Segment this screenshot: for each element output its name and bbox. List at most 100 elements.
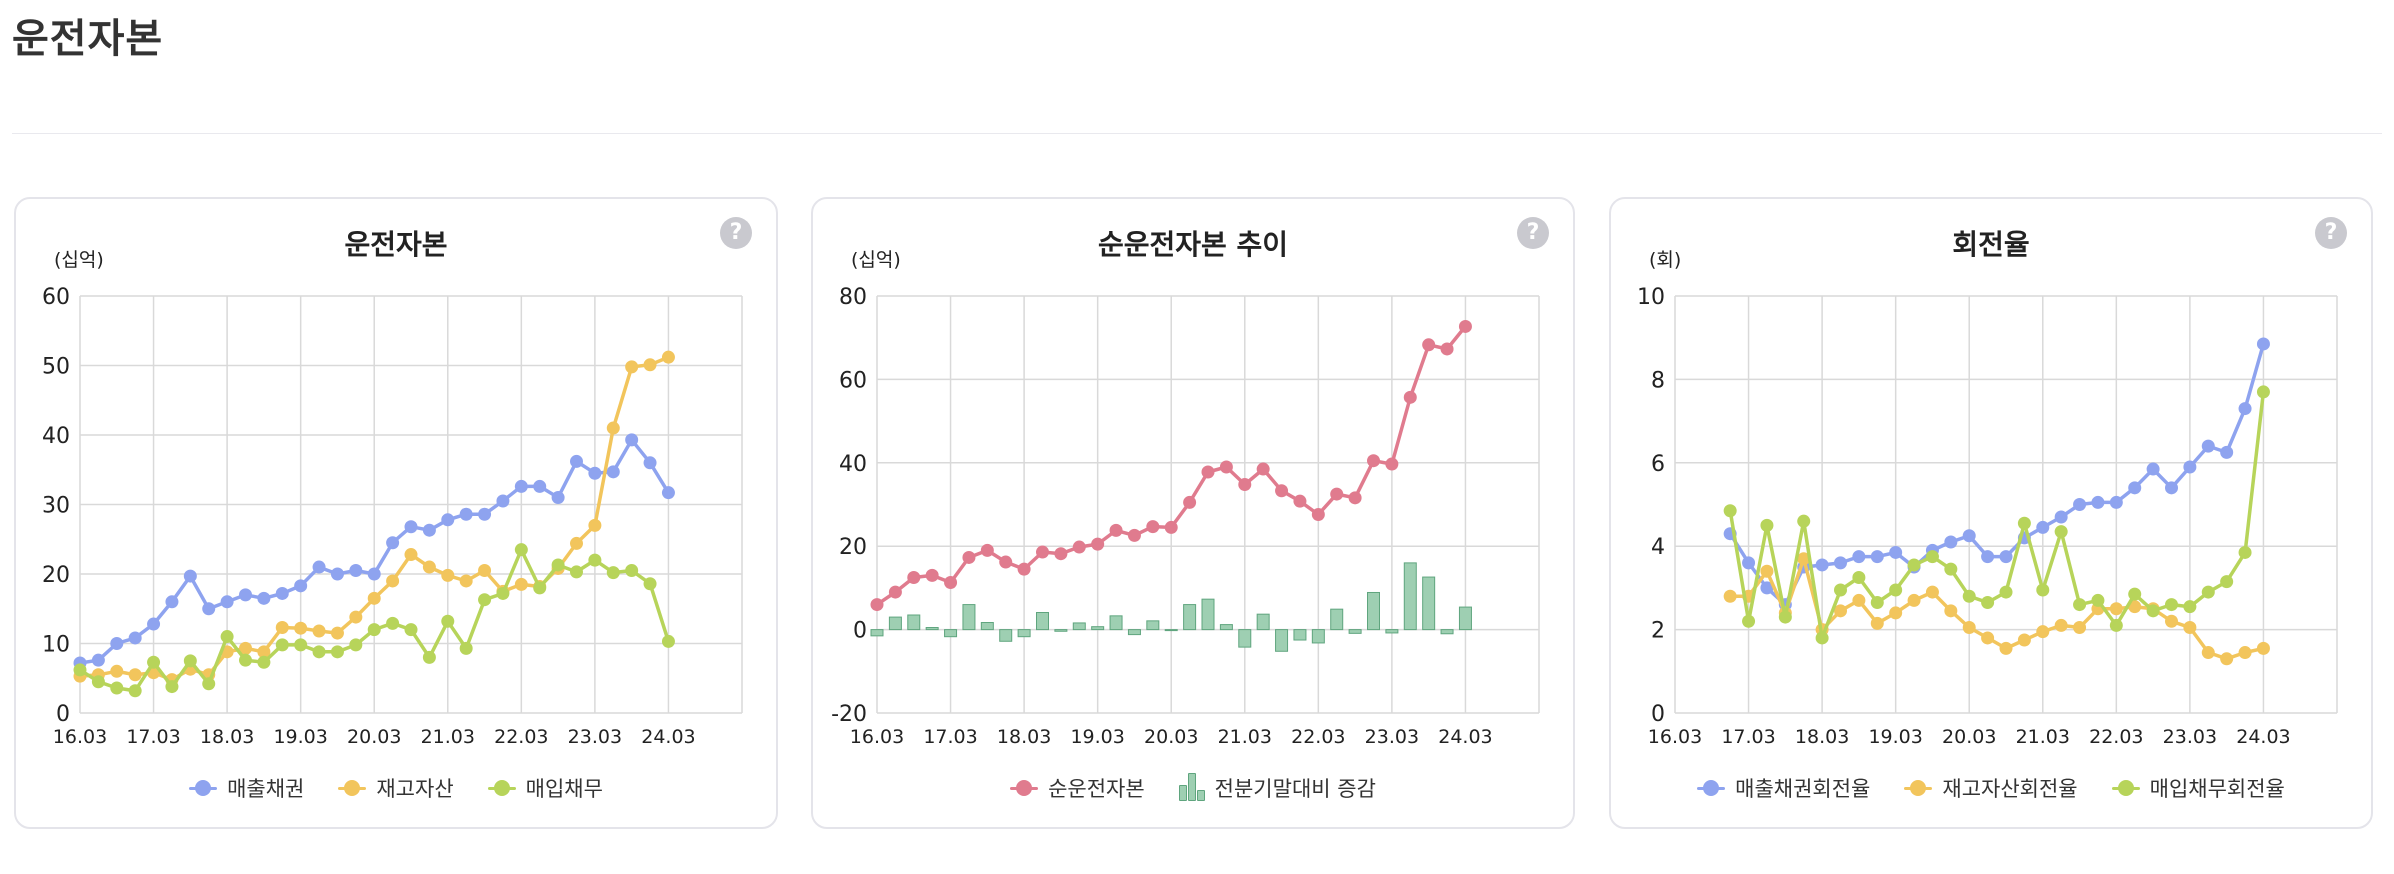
data-point[interactable] [91, 675, 105, 689]
data-point[interactable] [661, 634, 675, 648]
data-point[interactable] [2091, 593, 2105, 607]
data-point[interactable] [2256, 337, 2270, 351]
bar[interactable] [870, 629, 884, 637]
bar[interactable] [944, 629, 958, 638]
data-point[interactable] [1999, 585, 2013, 599]
data-point[interactable] [128, 668, 142, 682]
legend-item[interactable]: 매입채무 [487, 773, 603, 803]
bar[interactable] [1275, 629, 1289, 652]
data-point[interactable] [625, 433, 639, 447]
data-point[interactable] [944, 575, 958, 589]
data-point[interactable] [1403, 390, 1417, 404]
data-point[interactable] [1238, 477, 1252, 491]
data-point[interactable] [533, 479, 547, 493]
data-point[interactable] [367, 623, 381, 637]
data-point[interactable] [183, 654, 197, 668]
data-point[interactable] [349, 564, 363, 578]
data-point[interactable] [1091, 537, 1105, 551]
data-point[interactable] [2109, 495, 2123, 509]
bar[interactable] [1072, 622, 1086, 631]
data-point[interactable] [478, 564, 492, 578]
data-point[interactable] [1797, 552, 1811, 566]
data-point[interactable] [404, 548, 418, 562]
data-point[interactable] [1999, 641, 2013, 655]
data-point[interactable] [275, 621, 289, 635]
data-point[interactable] [110, 637, 124, 650]
bar[interactable] [1403, 562, 1417, 631]
bar[interactable] [1458, 606, 1472, 631]
data-point[interactable] [570, 565, 583, 579]
data-point[interactable] [2054, 510, 2068, 524]
bar[interactable] [1109, 615, 1123, 631]
data-point[interactable] [2054, 618, 2068, 632]
data-point[interactable] [2073, 598, 2087, 612]
data-point[interactable] [2165, 598, 2178, 612]
data-point[interactable] [294, 621, 308, 635]
data-point[interactable] [2220, 575, 2234, 589]
data-point[interactable] [1458, 319, 1472, 333]
data-point[interactable] [514, 479, 528, 493]
data-point[interactable] [422, 650, 436, 664]
data-point[interactable] [2073, 498, 2087, 511]
data-point[interactable] [2146, 462, 2160, 476]
data-point[interactable] [386, 616, 400, 630]
data-point[interactable] [2091, 495, 2105, 509]
help-icon[interactable]: ? [1517, 217, 1549, 249]
bar[interactable] [962, 604, 976, 631]
data-point[interactable] [1219, 460, 1233, 474]
data-point[interactable] [312, 645, 326, 659]
data-point[interactable] [551, 491, 565, 505]
bar[interactable] [999, 629, 1013, 642]
data-point[interactable] [1778, 610, 1792, 624]
data-point[interactable] [1889, 545, 1903, 559]
data-point[interactable] [643, 456, 657, 470]
data-point[interactable] [999, 555, 1013, 569]
data-point[interactable] [422, 523, 436, 537]
data-point[interactable] [459, 574, 473, 588]
data-point[interactable] [2165, 481, 2178, 495]
data-point[interactable] [386, 536, 400, 550]
data-point[interactable] [1330, 487, 1344, 501]
data-point[interactable] [257, 645, 271, 659]
data-point[interactable] [1723, 589, 1737, 603]
data-point[interactable] [1127, 528, 1141, 542]
data-point[interactable] [312, 560, 326, 574]
data-point[interactable] [2128, 600, 2142, 614]
data-point[interactable] [1742, 614, 1756, 628]
data-point[interactable] [1944, 604, 1958, 618]
data-point[interactable] [1760, 518, 1774, 532]
data-point[interactable] [1422, 338, 1436, 352]
data-point[interactable] [147, 617, 161, 631]
data-point[interactable] [478, 507, 492, 521]
data-point[interactable] [2220, 652, 2234, 666]
data-point[interactable] [1293, 494, 1307, 508]
data-point[interactable] [110, 664, 124, 678]
data-point[interactable] [239, 641, 252, 655]
data-point[interactable] [1852, 550, 1866, 564]
data-point[interactable] [2201, 439, 2215, 453]
bar[interactable] [1385, 629, 1399, 634]
bar[interactable] [1127, 629, 1141, 636]
data-point[interactable] [459, 641, 473, 655]
data-point[interactable] [1925, 550, 1939, 564]
data-point[interactable] [2238, 545, 2252, 559]
data-point[interactable] [404, 623, 418, 637]
data-point[interactable] [1183, 495, 1197, 509]
data-point[interactable] [925, 568, 939, 582]
data-point[interactable] [588, 466, 602, 480]
data-point[interactable] [1742, 556, 1756, 570]
data-point[interactable] [1201, 465, 1215, 479]
data-point[interactable] [165, 680, 179, 694]
data-point[interactable] [165, 595, 179, 609]
data-point[interactable] [220, 595, 234, 609]
data-point[interactable] [2036, 625, 2050, 639]
data-point[interactable] [2073, 621, 2087, 635]
data-point[interactable] [1962, 621, 1976, 635]
data-point[interactable] [533, 581, 547, 595]
data-point[interactable] [367, 591, 381, 605]
data-point[interactable] [2036, 520, 2050, 534]
data-point[interactable] [1760, 564, 1774, 578]
data-point[interactable] [514, 577, 528, 591]
data-point[interactable] [1109, 523, 1123, 537]
data-point[interactable] [1815, 631, 1829, 645]
